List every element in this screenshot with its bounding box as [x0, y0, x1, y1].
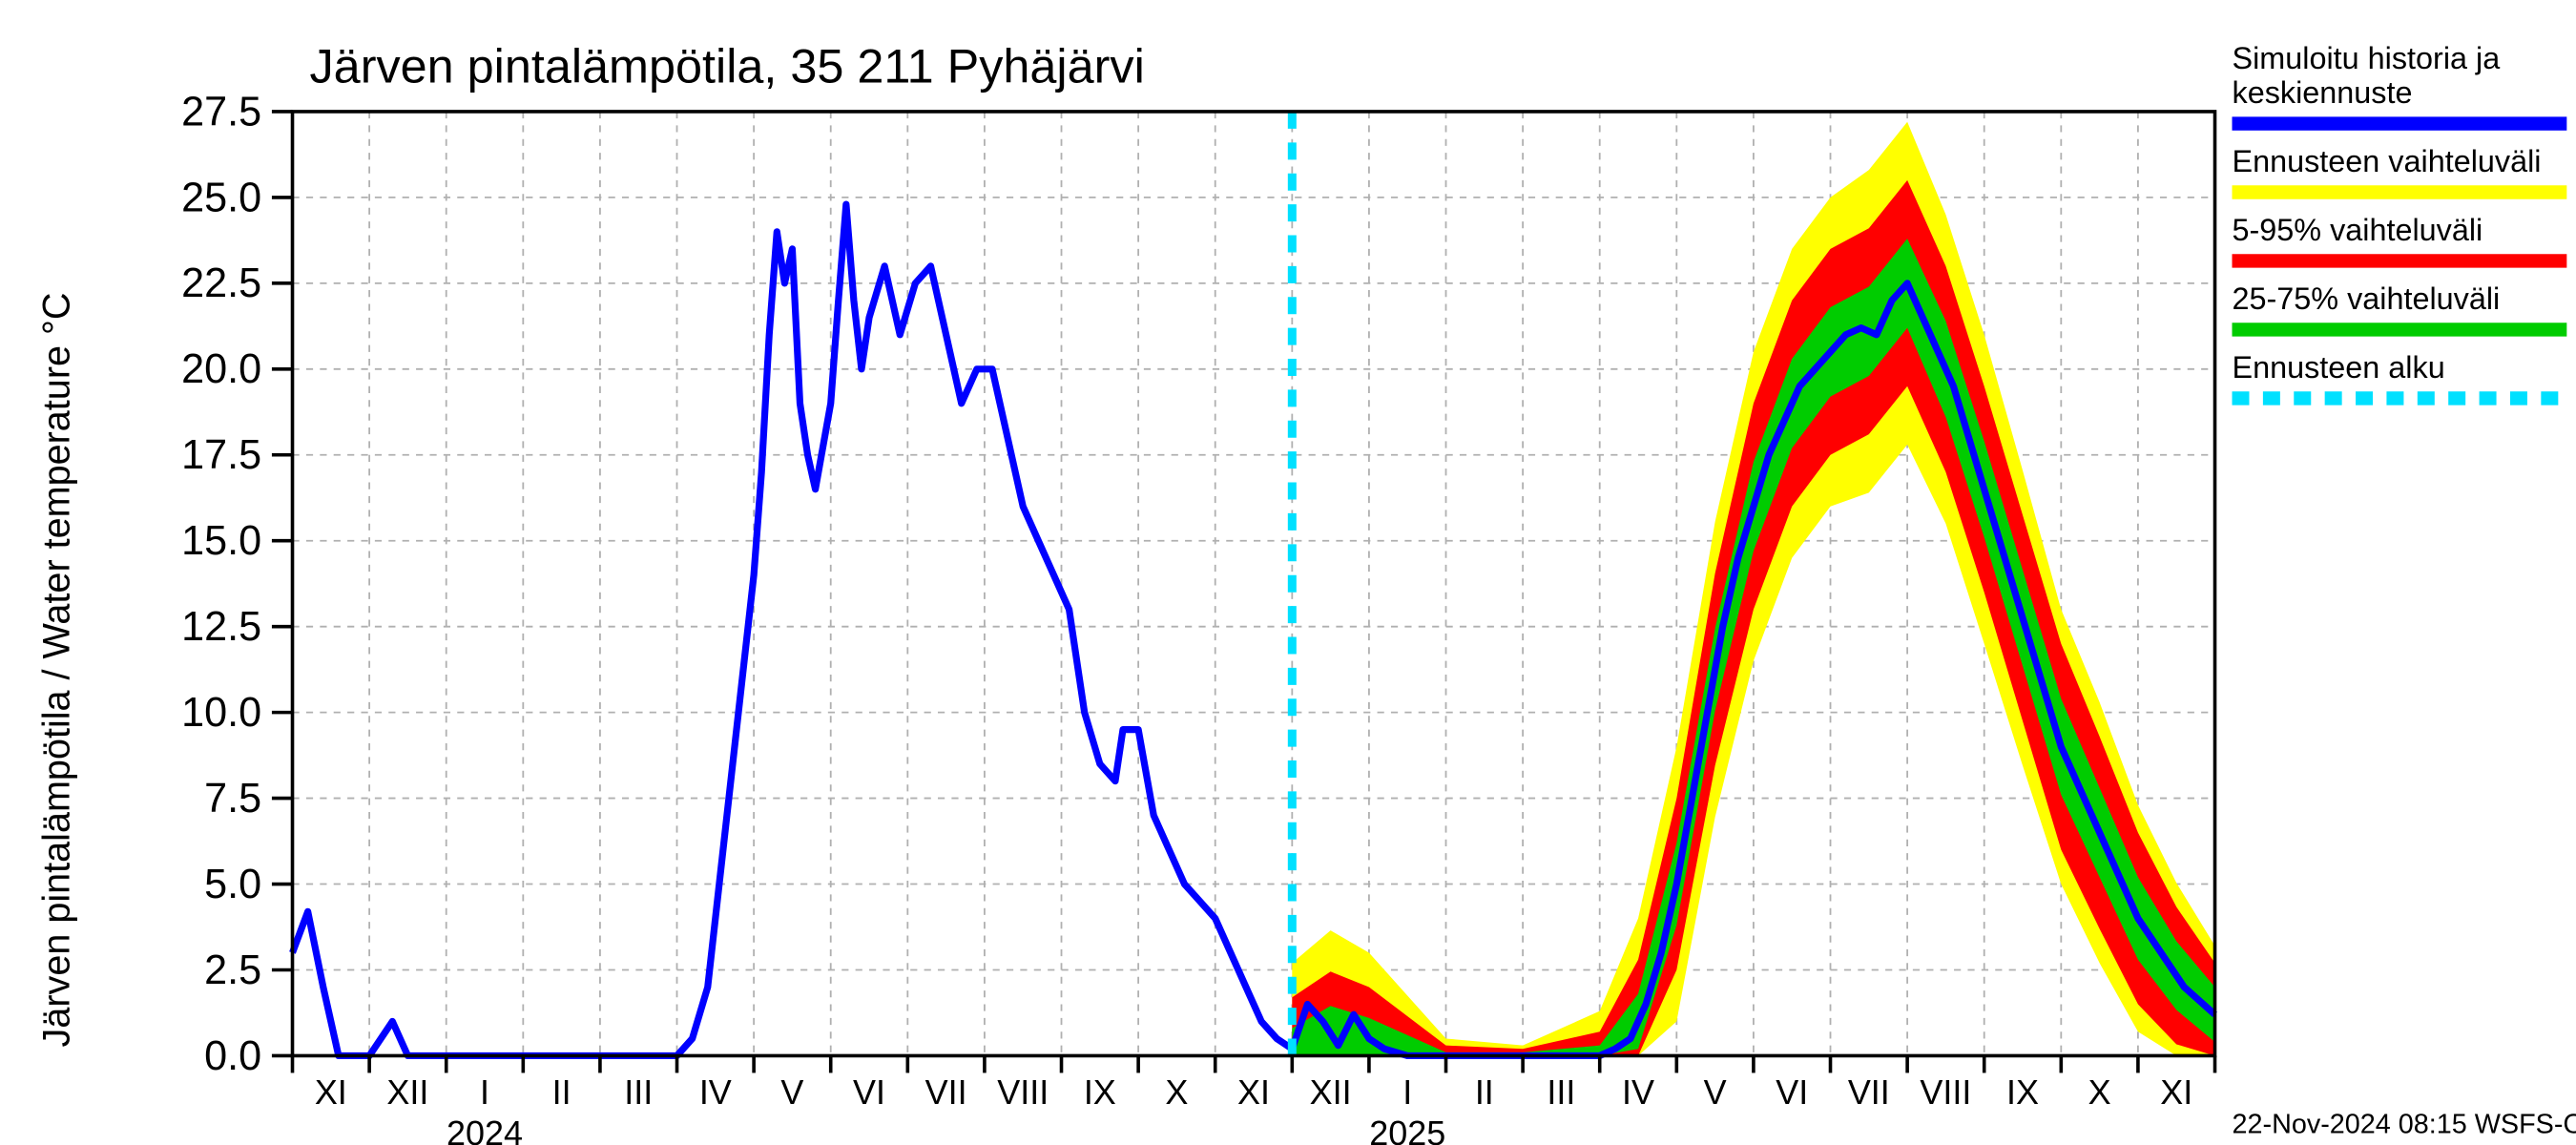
x-month-label: IX	[1084, 1072, 1116, 1112]
x-month-label: VI	[1776, 1072, 1808, 1112]
legend-label: 5-95% vaihteluväli	[2233, 213, 2483, 247]
x-month-label: VI	[853, 1072, 885, 1112]
y-axis-label: Järven pintalämpötila / Water temperatur…	[36, 293, 78, 1048]
x-axis: XIXIIIIIIIIIVVVIVIIVIIIIXXXIXIIIIIIIIIVV…	[293, 1055, 2215, 1145]
x-month-label: XII	[1310, 1072, 1352, 1112]
x-month-label: XII	[386, 1072, 428, 1112]
legend-item: Ennusteen alku	[2233, 350, 2567, 399]
legend-label: Ennusteen alku	[2233, 350, 2445, 385]
chart-title: Järven pintalämpötila, 35 211 Pyhäjärvi	[310, 38, 1145, 93]
x-month-label: I	[1402, 1072, 1412, 1112]
x-month-label: IV	[699, 1072, 732, 1112]
x-month-label: II	[1475, 1072, 1494, 1112]
x-month-label: X	[2088, 1072, 2111, 1112]
x-month-label: VIII	[1920, 1072, 1971, 1112]
y-tick-label: 2.5	[204, 947, 261, 993]
legend-item: Ennusteen vaihteluväli	[2233, 144, 2567, 193]
x-month-label: I	[480, 1072, 489, 1112]
water-temperature-chart: 0.0 2.5 5.0 7.5 10.0 12.5 15.0 17.5 20.0 22.5 25.0…	[0, 0, 2576, 1145]
legend-item: 5-95% vaihteluväli	[2233, 213, 2567, 261]
x-month-label: V	[1704, 1072, 1727, 1112]
y-tick-label: 0.0	[204, 1033, 261, 1079]
y-tick-label: 17.5	[181, 432, 261, 478]
y-tick-label: 12.5	[181, 604, 261, 650]
x-month-label: XI	[2160, 1072, 2192, 1112]
x-month-label: V	[780, 1072, 803, 1112]
x-month-label: X	[1165, 1072, 1188, 1112]
legend-label: Simuloitu historia ja	[2233, 41, 2501, 75]
y-tick-label: 20.0	[181, 346, 261, 392]
x-month-label: II	[552, 1072, 571, 1112]
x-month-label: VII	[925, 1072, 967, 1112]
legend: Simuloitu historia jakeskiennuste Ennuste…	[2233, 41, 2567, 398]
y-tick-label: 15.0	[181, 518, 261, 564]
legend-label: Ennusteen vaihteluväli	[2233, 144, 2542, 178]
legend-label: 25-75% vaihteluväli	[2233, 281, 2501, 316]
y-tick-label: 27.5	[181, 89, 261, 135]
x-month-label: XI	[1237, 1072, 1270, 1112]
y-tick-label: 22.5	[181, 260, 261, 306]
y-tick-label: 5.0	[204, 862, 261, 907]
y-tick-label: 7.5	[204, 776, 261, 822]
legend-item: Simuloitu historia jakeskiennuste	[2233, 41, 2567, 124]
x-month-label: VII	[1848, 1072, 1890, 1112]
legend-item: 25-75% vaihteluväli	[2233, 281, 2567, 330]
x-month-label: VIII	[997, 1072, 1049, 1112]
x-month-label: IV	[1622, 1072, 1654, 1112]
x-year-label: 2024	[447, 1114, 523, 1145]
y-axis: 0.0 2.5 5.0 7.5 10.0 12.5 15.0 17.5 20.0 22.5 25.0…	[181, 89, 292, 1079]
y-tick-label: 10.0	[181, 690, 261, 736]
x-month-label: XI	[315, 1072, 347, 1112]
x-month-label: III	[1547, 1072, 1575, 1112]
x-month-label: IX	[2006, 1072, 2039, 1112]
x-year-label: 2025	[1369, 1114, 1445, 1145]
x-month-label: III	[624, 1072, 653, 1112]
chart-timestamp: 22-Nov-2024 08:15 WSFS-O	[2233, 1109, 2576, 1139]
legend-label: keskiennuste	[2233, 75, 2413, 110]
y-tick-label: 25.0	[181, 175, 261, 220]
